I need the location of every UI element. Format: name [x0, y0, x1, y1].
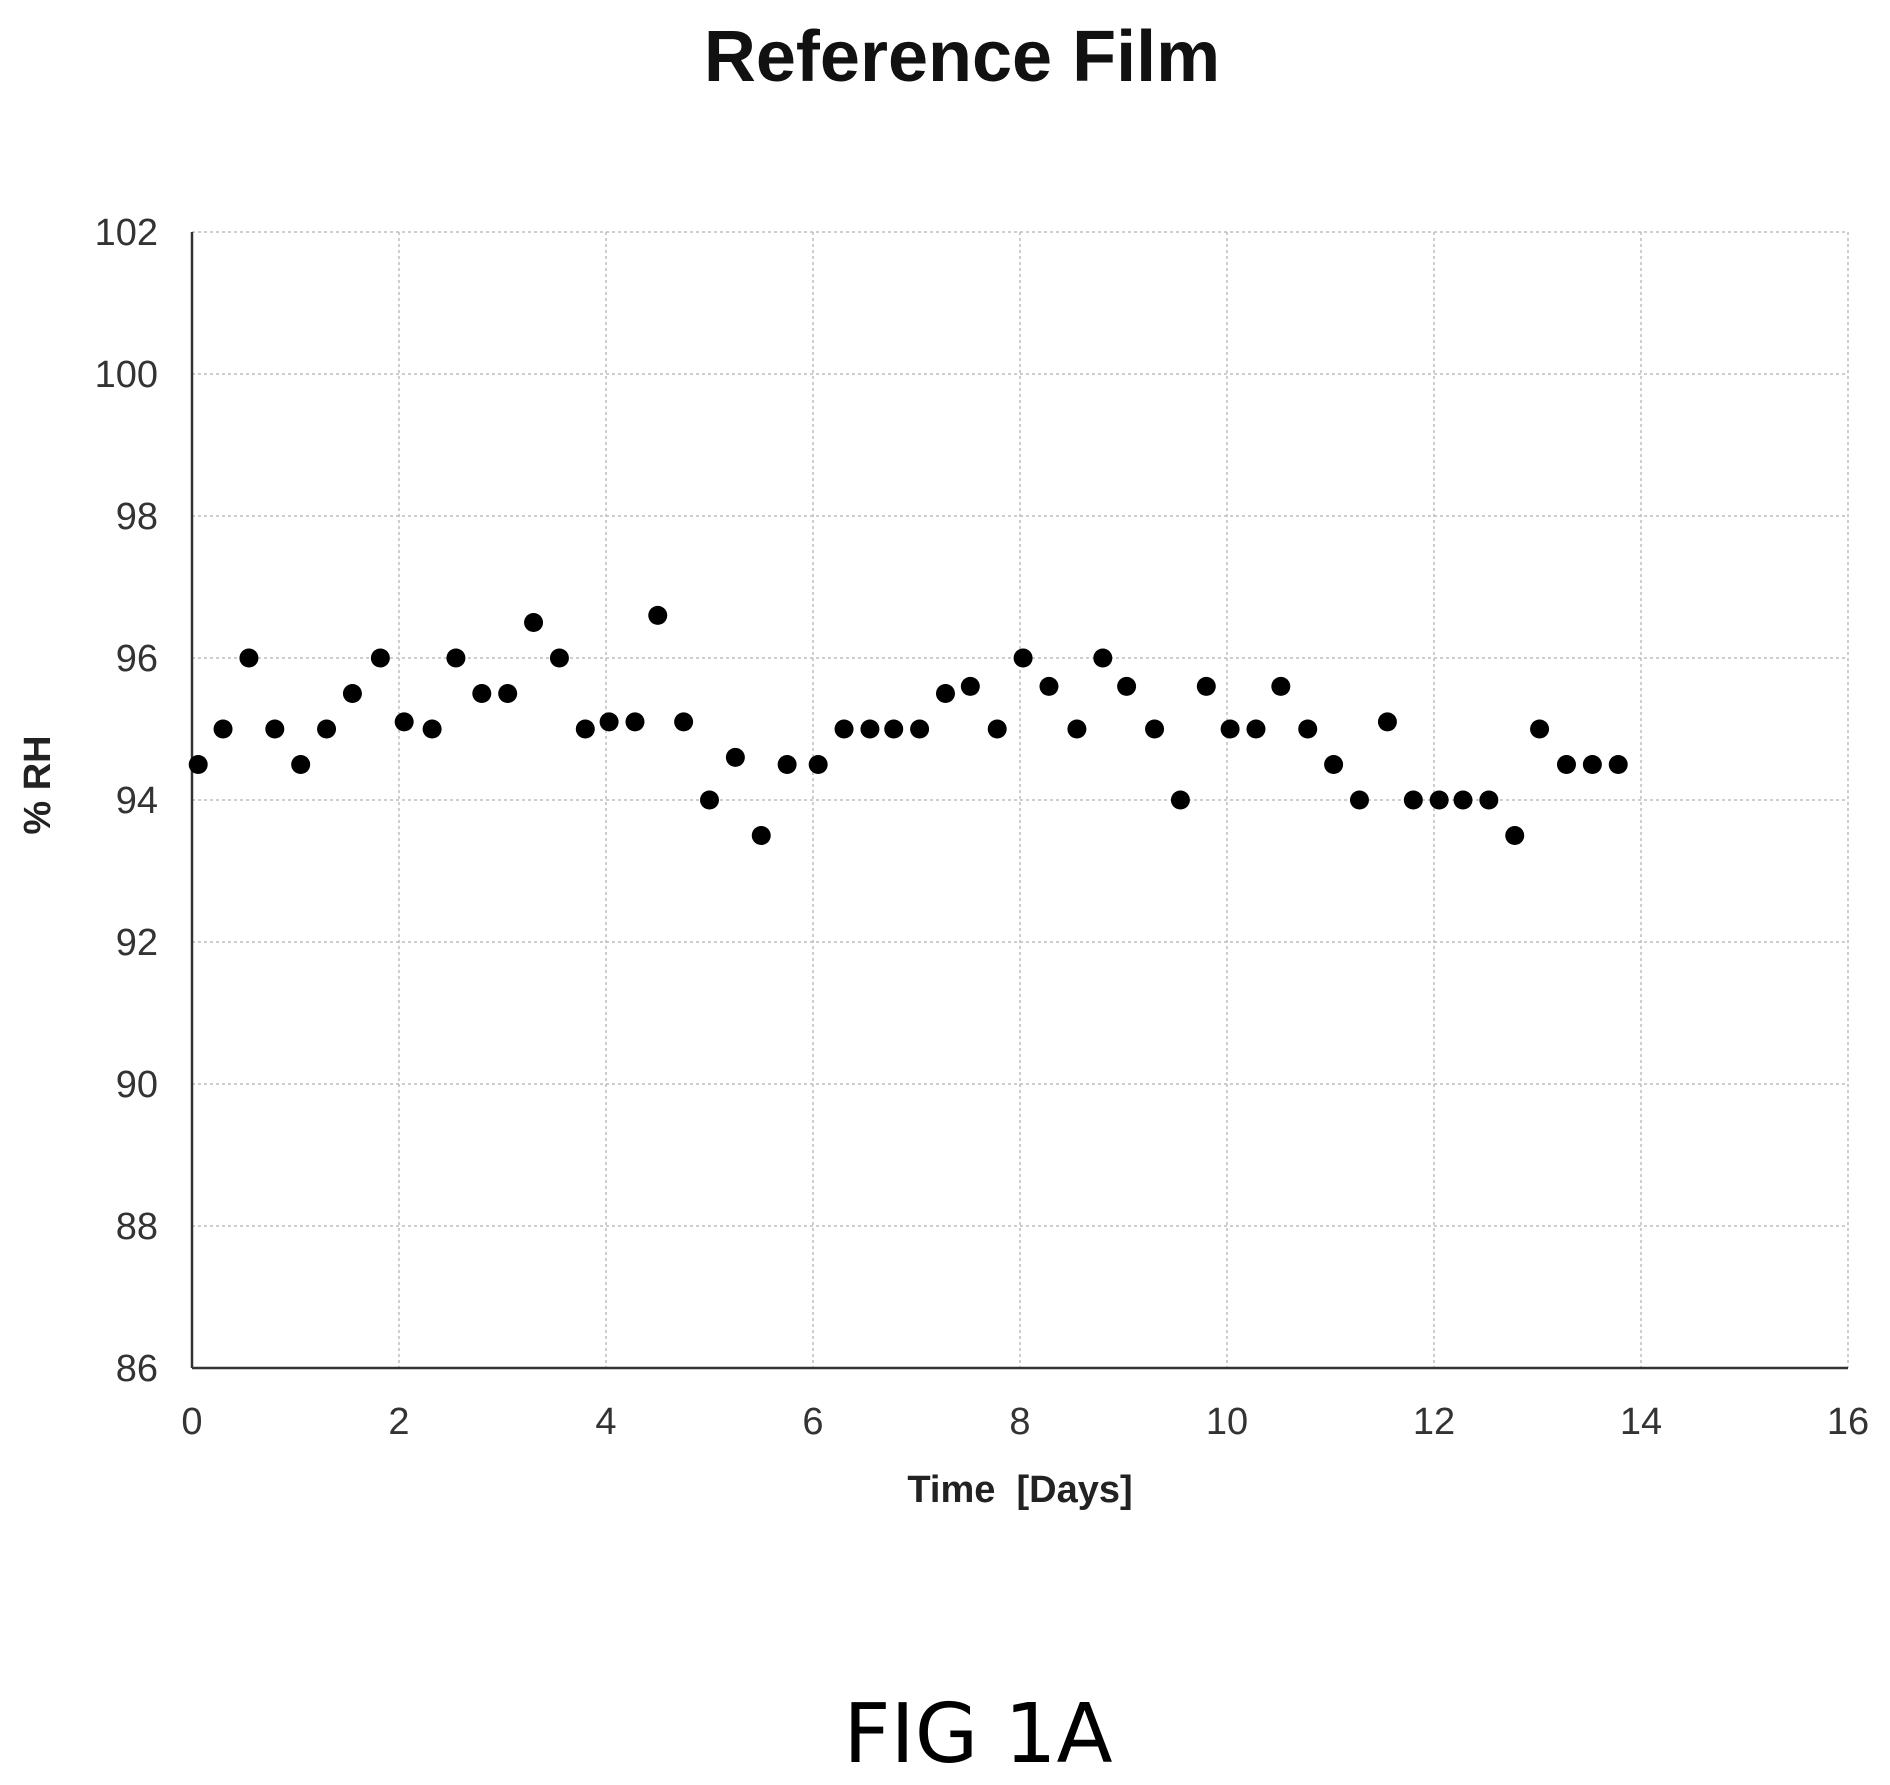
- data-point: [1171, 791, 1190, 810]
- x-tick-label: 10: [1206, 1401, 1248, 1443]
- y-tick-label: 90: [116, 1064, 158, 1106]
- data-point: [1530, 720, 1549, 739]
- data-point: [1197, 677, 1216, 696]
- y-tick-label: 96: [116, 638, 158, 680]
- x-axis-label: Time [Days]: [907, 1469, 1132, 1511]
- data-point: [961, 677, 980, 696]
- x-tick-label: 2: [388, 1401, 409, 1443]
- data-point: [1014, 649, 1033, 668]
- x-tick-labels: 0 2 4 6 8 10 12 14 16: [181, 1401, 1869, 1443]
- data-point: [726, 748, 745, 767]
- data-point: [1067, 720, 1086, 739]
- data-point: [700, 791, 719, 810]
- data-point: [189, 755, 208, 774]
- data-point: [1583, 755, 1602, 774]
- y-tick-label: 94: [116, 780, 158, 822]
- data-point: [860, 720, 879, 739]
- y-tick-label: 102: [95, 212, 158, 254]
- data-point: [524, 613, 543, 632]
- data-point: [1404, 791, 1423, 810]
- x-tick-label: 14: [1620, 1401, 1662, 1443]
- data-point: [674, 712, 693, 731]
- figure-label: FIG 1A: [843, 1687, 1112, 1782]
- y-tick-label: 98: [116, 496, 158, 538]
- data-point: [291, 755, 310, 774]
- data-point: [371, 649, 390, 668]
- data-point: [835, 720, 854, 739]
- chart-title: Reference Film: [704, 17, 1220, 97]
- y-axis-label: % RH: [17, 735, 59, 834]
- data-point: [1093, 649, 1112, 668]
- data-point: [1298, 720, 1317, 739]
- data-point: [1145, 720, 1164, 739]
- data-point: [809, 755, 828, 774]
- data-point: [884, 720, 903, 739]
- data-point: [498, 684, 517, 703]
- data-point: [1271, 677, 1290, 696]
- x-tick-label: 16: [1827, 1401, 1869, 1443]
- y-tick-label: 92: [116, 922, 158, 964]
- data-point: [1039, 677, 1058, 696]
- data-point: [1117, 677, 1136, 696]
- data-point: [1609, 755, 1628, 774]
- data-point: [343, 684, 362, 703]
- x-tick-label: 6: [802, 1401, 823, 1443]
- data-point: [600, 712, 619, 731]
- x-tick-label: 8: [1009, 1401, 1030, 1443]
- data-point: [1378, 712, 1397, 731]
- y-tick-labels: 86 88 90 92 94 96 98 100 102: [95, 212, 158, 1390]
- data-point: [423, 720, 442, 739]
- data-point: [239, 649, 258, 668]
- data-point: [1221, 720, 1240, 739]
- data-point: [550, 649, 569, 668]
- data-point: [1350, 791, 1369, 810]
- data-point: [1505, 826, 1524, 845]
- data-point: [265, 720, 284, 739]
- data-point: [446, 649, 465, 668]
- data-point: [910, 720, 929, 739]
- data-point: [576, 720, 595, 739]
- data-point: [988, 720, 1007, 739]
- data-point: [317, 720, 336, 739]
- data-point: [1453, 791, 1472, 810]
- y-tick-label: 88: [116, 1206, 158, 1248]
- data-point: [395, 712, 414, 731]
- x-tick-label: 0: [181, 1401, 202, 1443]
- y-tick-label: 86: [116, 1348, 158, 1390]
- grid-lines: [192, 232, 1848, 1368]
- data-point: [648, 606, 667, 625]
- data-point: [472, 684, 491, 703]
- data-point: [1557, 755, 1576, 774]
- data-point: [214, 720, 233, 739]
- x-tick-label: 12: [1413, 1401, 1455, 1443]
- data-point: [778, 755, 797, 774]
- data-point: [1430, 791, 1449, 810]
- data-point: [1479, 791, 1498, 810]
- data-point: [752, 826, 771, 845]
- data-point: [936, 684, 955, 703]
- data-point: [1246, 720, 1265, 739]
- y-tick-label: 100: [95, 354, 158, 396]
- x-tick-label: 4: [595, 1401, 616, 1443]
- data-point: [625, 712, 644, 731]
- data-point: [1324, 755, 1343, 774]
- data-points: [189, 606, 1628, 845]
